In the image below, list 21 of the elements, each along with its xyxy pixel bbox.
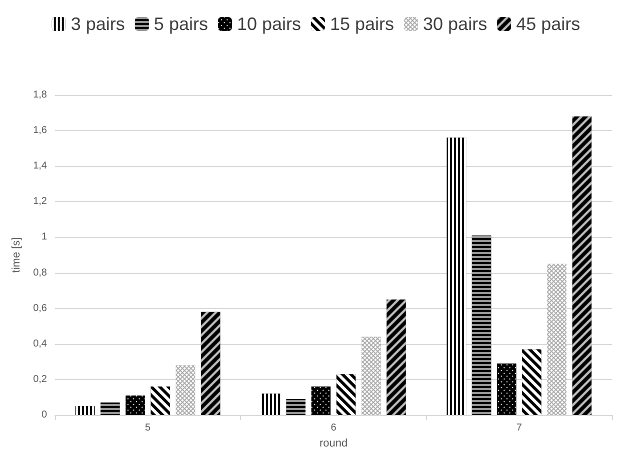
y-tick-label: 1: [41, 232, 48, 243]
legend-label: 15 pairs: [330, 14, 394, 34]
y-tick-label: 0: [41, 410, 48, 420]
y-tick-label: 1,6: [33, 125, 48, 136]
y-tick-label: 1,8: [33, 90, 48, 100]
x-axis-title: round: [319, 437, 348, 450]
x-tick-label: 7: [516, 422, 522, 434]
legend-label: 10 pairs: [236, 14, 301, 34]
y-tick-label: 1,2: [33, 196, 48, 208]
legend-label: 5 pairs: [154, 14, 208, 34]
y-tick-label: 1,4: [33, 160, 48, 172]
y-axis-title: time [s]: [10, 237, 22, 273]
y-tick-label: 0,6: [33, 302, 48, 314]
y-tick-label: 0,4: [33, 338, 48, 350]
legend-label: 45 pairs: [516, 14, 580, 34]
x-tick-label: 5: [145, 422, 152, 434]
y-tick-label: 0,8: [33, 267, 48, 278]
legend-label: 3 pairs: [70, 14, 125, 34]
x-tick-label: 6: [330, 422, 337, 434]
y-tick-label: 0,2: [33, 374, 48, 385]
legend-label: 30 pairs: [423, 14, 488, 34]
